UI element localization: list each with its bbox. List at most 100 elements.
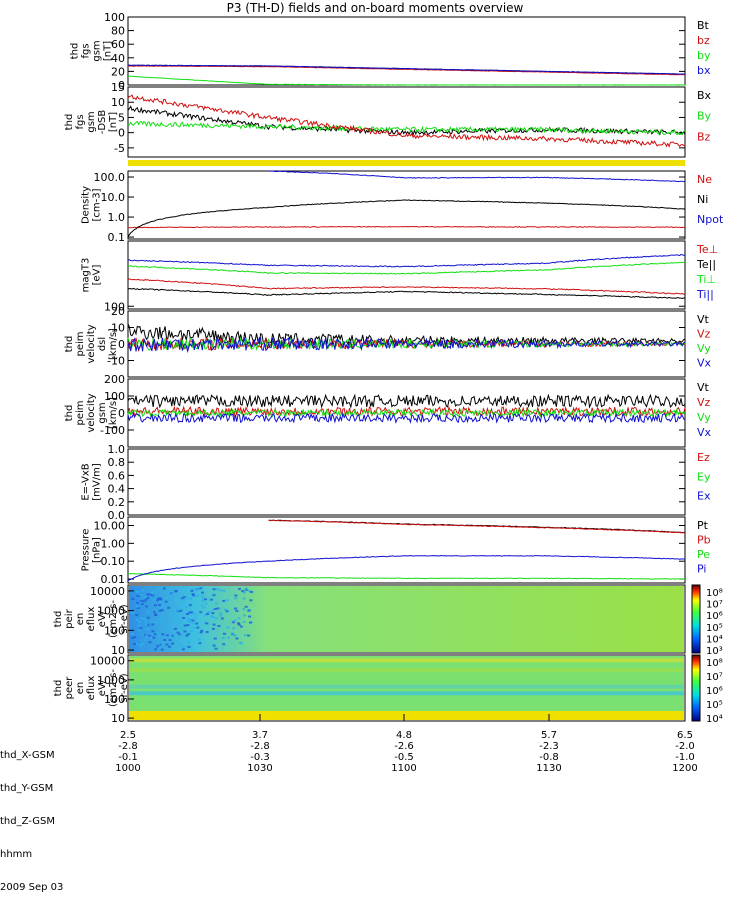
series-line-Vx bbox=[127, 336, 686, 354]
ylabel-line: thd bbox=[53, 680, 64, 697]
ylabel-line: en bbox=[75, 682, 86, 695]
ytick-label: 10.0 bbox=[101, 191, 126, 204]
heatmap-band bbox=[129, 668, 684, 673]
ylabel-line: [nPa] bbox=[92, 537, 103, 563]
legend-entry: Ni bbox=[697, 193, 708, 206]
series-line-Ni bbox=[127, 199, 686, 238]
legend-entry: by bbox=[697, 49, 711, 62]
ylabel-line: sr-eV) bbox=[119, 673, 130, 702]
flag-bar bbox=[128, 160, 685, 166]
overview-figure: P3 (TH-D) fields and on-board moments ov… bbox=[0, 1, 724, 893]
ytick-label: 1.0 bbox=[108, 443, 126, 456]
legend-entry: Vx bbox=[697, 357, 712, 370]
footer-value: 2.5 bbox=[120, 730, 136, 741]
heatmap-band bbox=[129, 658, 684, 663]
series-line-Pi bbox=[127, 554, 685, 581]
footer-value: -2.3 bbox=[539, 741, 559, 752]
ytick-label: 10000 bbox=[90, 655, 125, 668]
ytick-label: 20 bbox=[111, 65, 125, 78]
ytick-label: 15 bbox=[111, 81, 125, 94]
ylabel-line: peer bbox=[64, 676, 75, 700]
panel-frame bbox=[127, 448, 686, 516]
ytick-label: 0 bbox=[118, 127, 125, 140]
series-line-Bz bbox=[127, 94, 686, 148]
legend-entry: Vx bbox=[697, 426, 712, 439]
ylabel-line: thd bbox=[70, 43, 81, 60]
ylabel-line: thd bbox=[53, 611, 64, 628]
heatmap-band bbox=[129, 684, 684, 689]
ytick-label: 60 bbox=[111, 38, 125, 51]
ylabel-line: eflux bbox=[86, 676, 97, 701]
legend-entry: Ti⊥ bbox=[696, 273, 716, 286]
footer-value: -0.1 bbox=[118, 752, 138, 763]
series-line-Npot bbox=[268, 170, 686, 183]
footer-value: -0.5 bbox=[394, 752, 414, 763]
legend-entry: bx bbox=[697, 64, 711, 77]
legend-entry: Bx bbox=[697, 89, 712, 102]
ylabel-line: [eV] bbox=[92, 265, 103, 286]
legend-entry: Pb bbox=[697, 534, 711, 547]
footer-value: -0.3 bbox=[250, 752, 270, 763]
legend-entry: By bbox=[697, 110, 712, 123]
footer-value: 1030 bbox=[247, 763, 272, 774]
ylabel-line: [cm-3] bbox=[92, 188, 103, 221]
figure-title: P3 (TH-D) fields and on-board moments ov… bbox=[226, 1, 524, 15]
ytick-label: 1.00 bbox=[101, 537, 126, 550]
series-line-Vy bbox=[127, 407, 686, 419]
footer-value: -1.0 bbox=[675, 752, 695, 763]
footer-value: -0.8 bbox=[539, 752, 559, 763]
series-line-By bbox=[127, 120, 686, 136]
colorbar-tick: 10⁸ bbox=[706, 658, 723, 669]
footer-value: 1000 bbox=[115, 763, 140, 774]
legend-entry: Npot bbox=[697, 213, 724, 226]
ylabel-line: [nT] bbox=[108, 112, 119, 132]
colorbar-tick: 10³ bbox=[706, 646, 723, 657]
ylabel-line: (cm2-s- bbox=[108, 600, 119, 638]
ytick-label: 20 bbox=[111, 305, 125, 318]
series-line-Ti|| bbox=[127, 253, 686, 268]
panel-density bbox=[127, 170, 686, 240]
ytick-label: 10000 bbox=[90, 585, 125, 598]
ylabel-line: [nT] bbox=[103, 41, 114, 61]
colorbar bbox=[691, 584, 701, 654]
ylabel-line: (cm2-s- bbox=[108, 669, 119, 707]
panel-pressure bbox=[127, 516, 686, 584]
series-line-Te|| bbox=[127, 287, 686, 300]
footer-value: 1200 bbox=[672, 763, 697, 774]
panel-efield bbox=[127, 448, 686, 516]
heatmap-field bbox=[129, 586, 684, 652]
footer-value: 1130 bbox=[536, 763, 561, 774]
legend-entry: Pt bbox=[697, 519, 709, 532]
footer-row-x: thd_X-GSM bbox=[0, 750, 55, 761]
ylabel-line: fgs bbox=[81, 43, 92, 58]
series-line-Vx bbox=[127, 412, 686, 425]
series-line-Ne bbox=[127, 225, 686, 229]
ytick-label: 100 bbox=[104, 11, 125, 24]
colorbar bbox=[691, 654, 701, 722]
footer-row-y: thd_Y-GSM bbox=[0, 783, 54, 794]
ylabel-line: [km/s] bbox=[108, 328, 119, 360]
legend-entry: Te|| bbox=[696, 258, 716, 271]
ylabel-line: en bbox=[75, 613, 86, 626]
footer-value: 1100 bbox=[391, 763, 416, 774]
colorbar-tick: 10⁵ bbox=[706, 623, 723, 634]
series-line-Vy bbox=[127, 336, 686, 352]
colorbar-tick: 10⁴ bbox=[706, 634, 723, 645]
ytick-label: 0 bbox=[118, 407, 125, 420]
ytick-label: 1.0 bbox=[108, 211, 126, 224]
footer-value: 5.7 bbox=[541, 730, 557, 741]
ytick-label: 1000 bbox=[97, 605, 125, 618]
ytick-label: 0.6 bbox=[108, 469, 126, 482]
panel-fgs bbox=[127, 16, 686, 86]
footer-row-z: thd_Z-GSM bbox=[0, 816, 55, 827]
ytick-label: -5 bbox=[114, 142, 125, 155]
ylabel-line: velocity bbox=[86, 393, 97, 432]
legend-entry: Vt bbox=[697, 313, 710, 326]
ylabel-line: peim bbox=[75, 400, 86, 425]
ytick-label: 100.0 bbox=[94, 171, 126, 184]
ylabel-line: thd bbox=[64, 405, 75, 422]
ylabel-line: thd bbox=[64, 336, 75, 353]
footer-value: -2.8 bbox=[118, 741, 138, 752]
ylabel-line: gsm bbox=[86, 111, 97, 132]
